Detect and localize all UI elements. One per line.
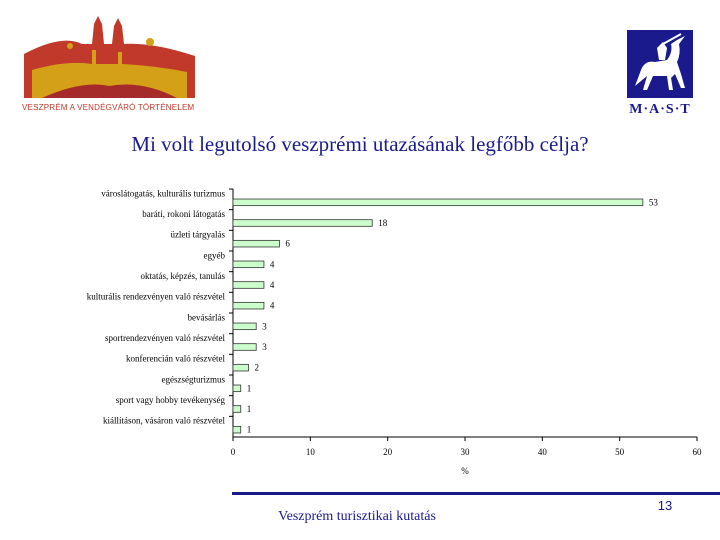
logo-caption: VESZPRÉM A VENDÉGVÁRÓ TÖRTÉNELEM xyxy=(22,103,195,112)
page-number: 13 xyxy=(657,498,673,513)
bar xyxy=(232,239,280,248)
castle-skyline-icon xyxy=(24,16,195,98)
category-label: sportrendezvényen való részvétel xyxy=(105,333,225,343)
mast-logo: M·A·S·T xyxy=(627,30,693,118)
bar xyxy=(232,322,257,331)
data-label: 3 xyxy=(262,342,267,352)
x-tick-label: 20 xyxy=(383,447,393,457)
bar xyxy=(232,301,265,310)
logo-caption-mast: M·A·S·T xyxy=(629,102,691,117)
chart-title: Mi volt legutolsó veszprémi utazásának l… xyxy=(131,132,589,156)
category-label: kulturális rendezvényen való részvétel xyxy=(87,292,226,302)
bar xyxy=(232,363,249,372)
category-label: egészségturizmus xyxy=(162,374,226,384)
category-label: bevásárlás xyxy=(188,312,226,322)
bar xyxy=(232,198,644,207)
x-tick-label: 10 xyxy=(306,447,316,457)
category-label: városlátogatás, kulturális turizmus xyxy=(101,188,225,198)
data-label: 4 xyxy=(270,301,275,311)
category-label: egyéb xyxy=(204,250,226,260)
x-tick-label: 50 xyxy=(615,447,625,457)
data-label: 3 xyxy=(262,321,267,331)
x-tick-label: 40 xyxy=(538,447,548,457)
x-tick-label: 30 xyxy=(461,447,471,457)
x-axis-label: % xyxy=(461,466,469,476)
bar xyxy=(232,405,242,413)
horseman-icon xyxy=(627,30,693,98)
bar-chart: városlátogatás, kulturális turizmus 53 bar… xyxy=(87,188,703,476)
category-label: sport vagy hobby tevékenység xyxy=(116,395,226,405)
data-label: 1 xyxy=(247,404,252,414)
category-label: kiállításon, vásáron való részvétel xyxy=(103,416,225,426)
bar xyxy=(232,384,242,393)
x-tick-label: 0 xyxy=(231,447,236,457)
data-label: 2 xyxy=(254,363,259,373)
category-label: oktatás, képzés, tanulás xyxy=(141,271,226,281)
data-label: 18 xyxy=(378,218,388,228)
bar xyxy=(232,260,265,269)
category-label: konferencián való részvétel xyxy=(126,354,225,364)
bar xyxy=(232,219,373,227)
x-tick-label: 60 xyxy=(693,447,703,457)
data-label: 53 xyxy=(649,197,659,207)
footer-caption: Veszprém turisztikai kutatás xyxy=(278,509,436,524)
footer-divider xyxy=(232,492,720,495)
veszprem-logo: VESZPRÉM A VENDÉGVÁRÓ TÖRTÉNELEM xyxy=(22,14,197,112)
category-label: üzleti tárgyalás xyxy=(170,230,225,240)
bar xyxy=(232,281,265,289)
bar xyxy=(232,425,242,434)
data-label: 1 xyxy=(247,383,252,393)
data-label: 1 xyxy=(247,425,252,435)
data-label: 4 xyxy=(270,280,275,290)
data-label: 4 xyxy=(270,259,275,269)
category-label: baráti, rokoni látogatás xyxy=(142,209,225,219)
bar xyxy=(232,343,257,351)
data-label: 6 xyxy=(285,239,290,249)
